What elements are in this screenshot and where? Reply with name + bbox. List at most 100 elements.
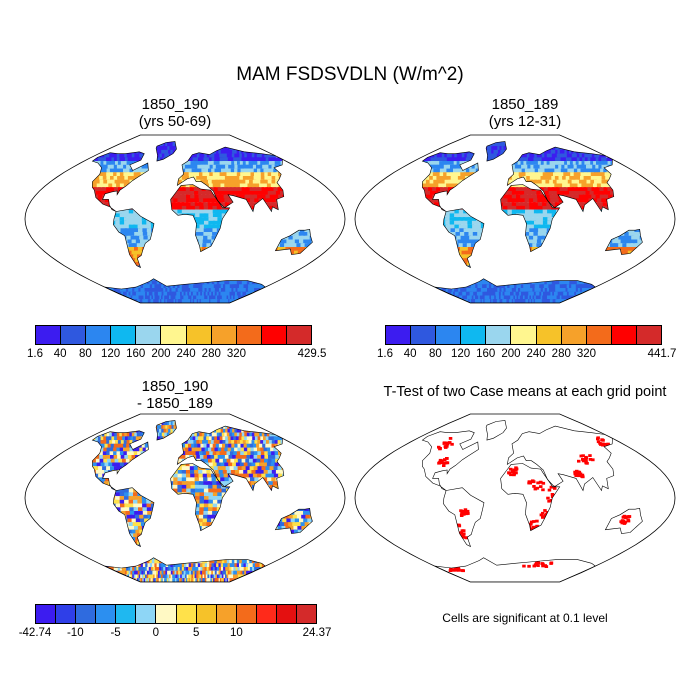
- grid-cell: [95, 261, 103, 266]
- grid-cell: [529, 176, 537, 180]
- grid-cell: [177, 224, 184, 229]
- grid-cell: [146, 157, 154, 162]
- grid-cell: [115, 220, 122, 225]
- grid-cell: [169, 235, 176, 240]
- grid-cell: [177, 141, 184, 143]
- grid-cell: [616, 194, 623, 199]
- grid-cell: [583, 176, 591, 180]
- grid-cell: [636, 217, 643, 221]
- grid-cell: [198, 194, 206, 199]
- grid-cell: [225, 276, 232, 281]
- grid-cell: [219, 261, 227, 266]
- grid-cell: [569, 176, 576, 180]
- grid-cell: [199, 213, 207, 218]
- grid-cell: [84, 217, 91, 221]
- grid-cell: [260, 254, 267, 259]
- grid-cell: [256, 269, 263, 274]
- grid-cell: [134, 187, 141, 192]
- grid-cell: [184, 149, 191, 154]
- grid-cell: [146, 209, 154, 214]
- grid-cell: [108, 183, 115, 188]
- grid-cell: [631, 213, 639, 218]
- grid-cell: [153, 141, 160, 143]
- grid-cell: [363, 206, 370, 210]
- grid-cell: [129, 228, 136, 233]
- grid-cell: [185, 176, 192, 180]
- grid-cell: [317, 243, 324, 247]
- grid-cell: [511, 191, 519, 195]
- grid-cell: [591, 220, 599, 225]
- grid-cell: [194, 202, 202, 207]
- grid-cell: [140, 194, 147, 199]
- grid-cell: [92, 273, 93, 277]
- grid-cell: [291, 261, 299, 266]
- grid-cell: [511, 209, 519, 214]
- grid-cell: [579, 187, 587, 192]
- grid-cell: [499, 164, 506, 169]
- grid-cell: [154, 261, 161, 266]
- grid-cell: [209, 187, 217, 192]
- grid-cell: [212, 141, 219, 143]
- grid-cell: [568, 142, 576, 147]
- grid-cell: [470, 172, 478, 177]
- grid-cell: [146, 141, 154, 143]
- grid-cell: [525, 217, 532, 221]
- map-panel-case-b: [354, 134, 676, 304]
- grid-cell: [100, 273, 108, 277]
- grid-cell: [107, 179, 114, 184]
- grid-cell: [75, 262, 82, 266]
- grid-cell: [301, 254, 308, 259]
- grid-cell: [392, 217, 399, 221]
- grid-cell: [386, 202, 393, 206]
- grid-cell: [185, 179, 193, 184]
- grid-cell: [113, 198, 121, 203]
- grid-cell: [493, 176, 501, 180]
- grid-cell: [126, 235, 133, 240]
- grid-cell: [66, 213, 73, 217]
- grid-cell: [478, 146, 486, 151]
- grid-cell: [109, 273, 116, 277]
- grid-cell: [635, 179, 642, 184]
- grid-cell: [110, 247, 117, 251]
- grid-cell: [233, 235, 240, 240]
- grid-cell: [267, 261, 275, 266]
- grid-cell: [379, 213, 386, 217]
- grid-cell: [491, 161, 499, 165]
- grid-cell: [513, 141, 520, 143]
- grid-cell: [175, 164, 183, 169]
- grid-cell: [159, 205, 167, 210]
- grid-cell: [246, 176, 254, 180]
- grid-cell: [185, 172, 192, 177]
- grid-cell: [563, 172, 570, 177]
- grid-cell: [184, 273, 192, 277]
- grid-cell: [467, 187, 475, 192]
- grid-cell: [150, 213, 158, 218]
- grid-cell: [476, 135, 483, 139]
- grid-cell: [35, 217, 42, 221]
- grid-cell: [33, 236, 40, 240]
- grid-cell: [65, 240, 72, 244]
- grid-cell: [471, 141, 479, 143]
- grid-cell: [206, 258, 214, 263]
- grid-cell: [566, 194, 573, 199]
- grid-cell: [138, 228, 145, 233]
- grid-cell: [301, 217, 309, 221]
- grid-cell: [83, 273, 90, 277]
- grid-cell: [288, 213, 295, 218]
- grid-cell: [559, 141, 567, 143]
- grid-cell: [97, 220, 105, 225]
- grid-cell: [189, 247, 197, 251]
- grid-cell: [507, 205, 514, 210]
- grid-cell: [275, 243, 283, 248]
- grid-cell: [298, 202, 306, 207]
- grid-cell: [463, 172, 471, 177]
- grid-cell: [666, 210, 673, 214]
- grid-cell: [436, 213, 443, 218]
- grid-cell: [71, 225, 78, 229]
- grid-cell: [39, 202, 46, 206]
- grid-cell: [503, 157, 511, 162]
- grid-cell: [577, 172, 584, 177]
- grid-cell: [504, 135, 511, 139]
- grid-cell: [577, 191, 584, 195]
- grid-cell: [410, 221, 417, 225]
